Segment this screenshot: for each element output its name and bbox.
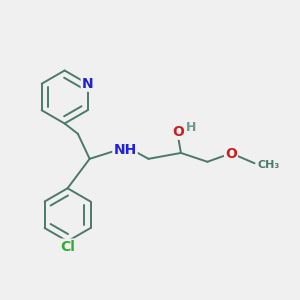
Text: Cl: Cl bbox=[60, 240, 75, 254]
Text: NH: NH bbox=[113, 143, 136, 157]
Text: N: N bbox=[82, 77, 93, 91]
Text: CH₃: CH₃ bbox=[257, 160, 280, 170]
Text: O: O bbox=[172, 125, 184, 139]
Text: H: H bbox=[186, 122, 196, 134]
Text: O: O bbox=[225, 147, 237, 161]
